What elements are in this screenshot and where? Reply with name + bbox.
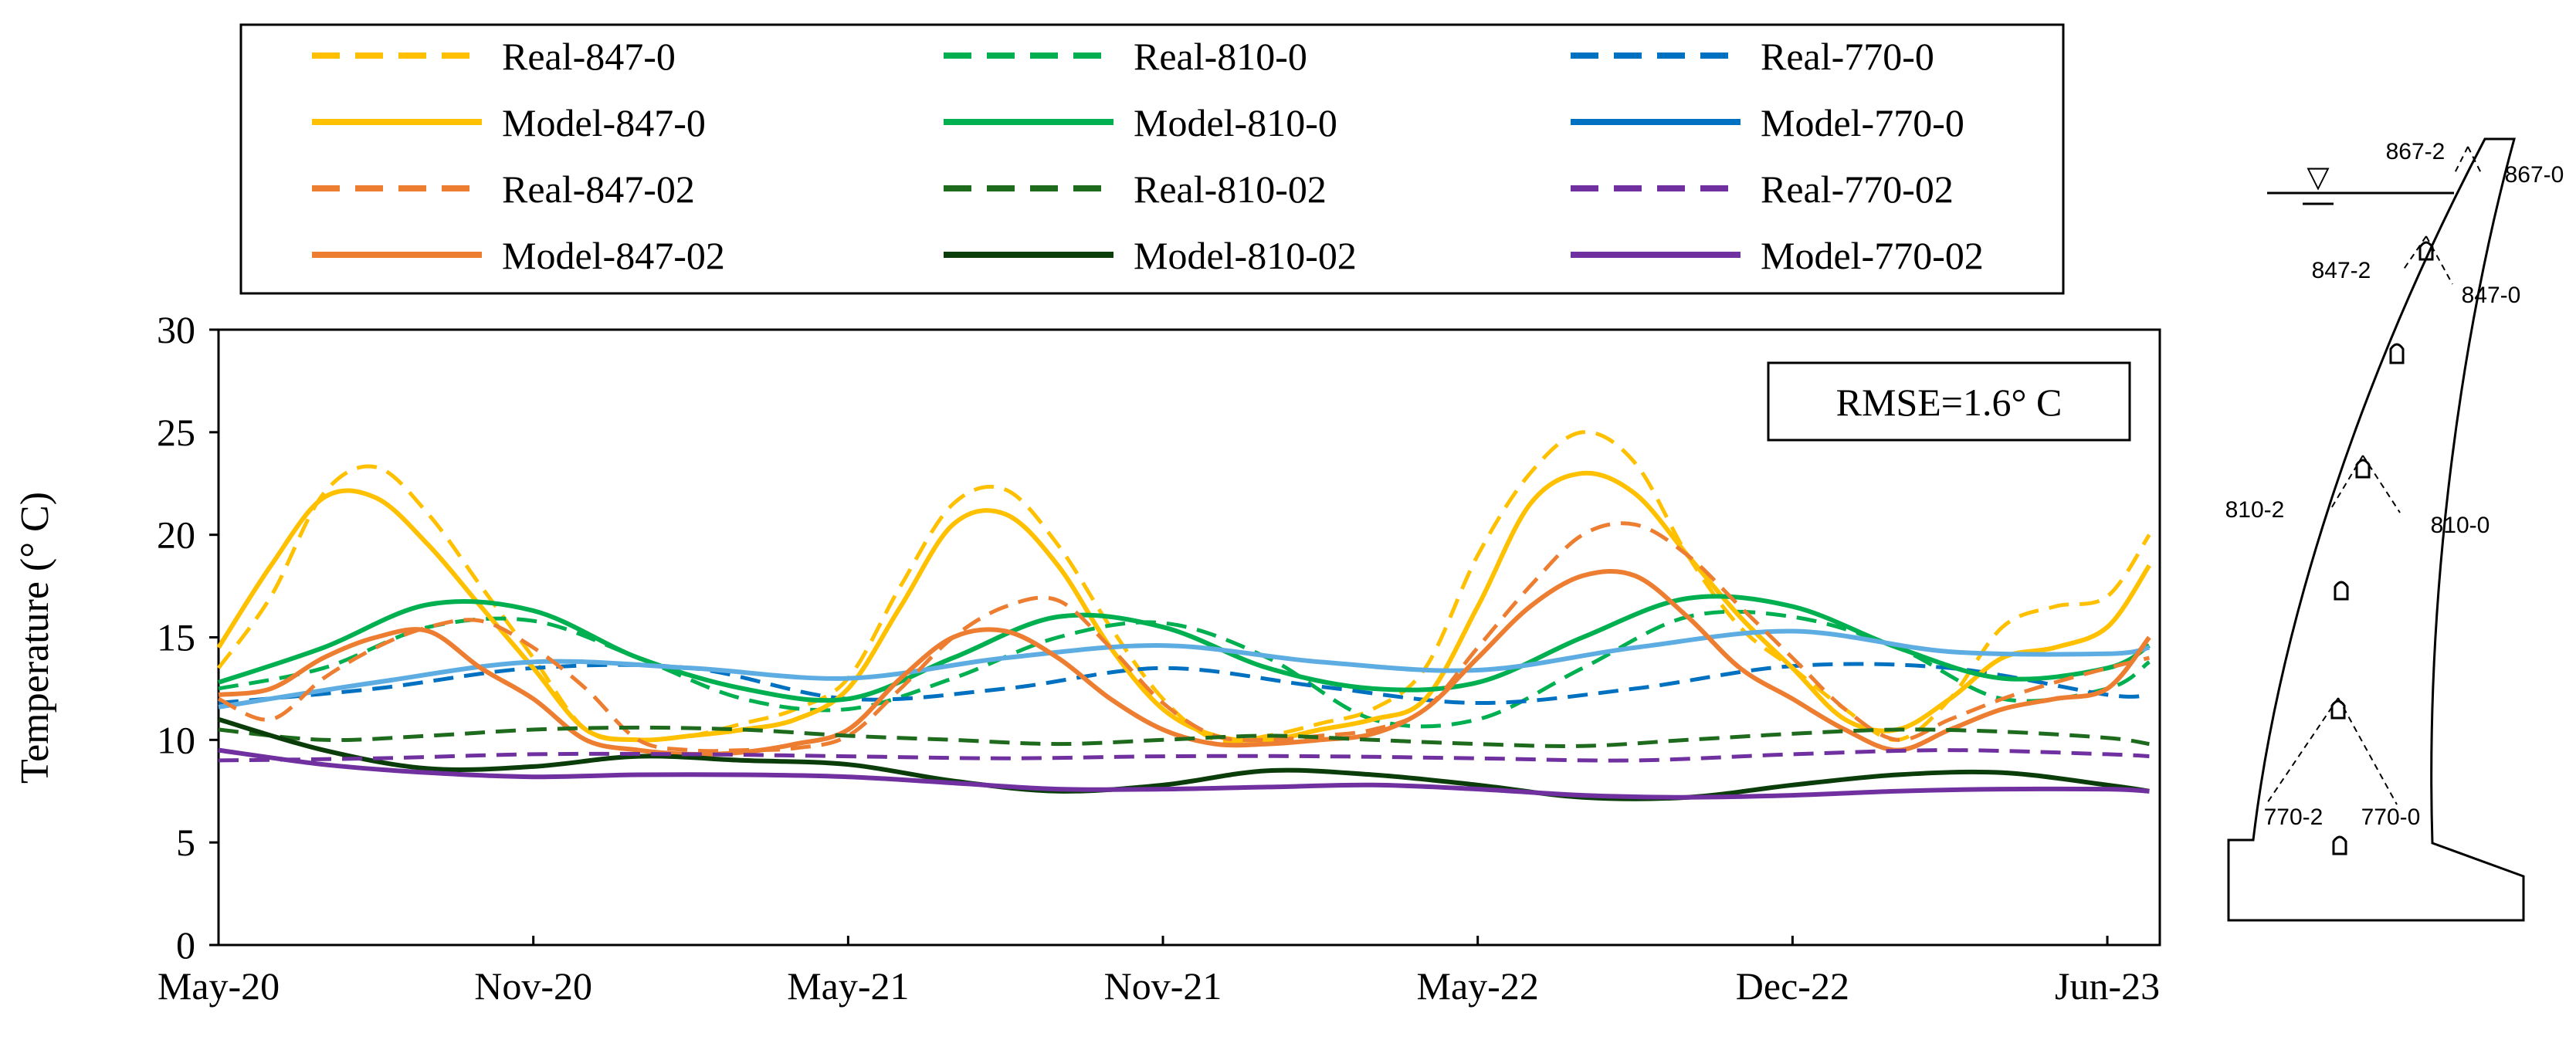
gallery-icon (2330, 699, 2346, 720)
gallery-icon (2389, 343, 2405, 364)
y-tick-label: 5 (176, 821, 195, 864)
y-tick-label: 25 (157, 411, 195, 454)
y-tick-label: 20 (157, 513, 195, 557)
rmse-box (1767, 361, 2131, 442)
y-tick-label: 30 (157, 308, 195, 351)
legend-label: Model-810-02 (1134, 234, 1357, 277)
y-tick-label: 15 (157, 616, 195, 659)
sensor-label: 770-2 (2264, 804, 2323, 830)
y-axis-label: Temperature (° C) (13, 492, 57, 784)
series-line-model-810-0 (218, 594, 2151, 703)
legend-box (239, 23, 2065, 295)
sensor-label: 847-0 (2462, 283, 2521, 308)
series-line-real-847-0 (216, 430, 2151, 744)
y-tick-label: 0 (176, 923, 195, 967)
legend-label: Real-770-0 (1761, 35, 1934, 78)
legend: Real-847-0 Real-810-0 Real-770-0 Model-847-… (312, 35, 1984, 277)
legend-label: Real-847-02 (502, 168, 695, 211)
y-tick-label: 10 (157, 718, 195, 761)
series-line-model-847-0 (216, 470, 2151, 743)
sensor-line (2330, 455, 2401, 513)
sensor-line (2453, 146, 2483, 175)
sensor-line (2402, 235, 2453, 285)
legend-label: Real-810-0 (1134, 35, 1307, 78)
series-line-real-810-02 (218, 725, 2150, 749)
x-tick-label: May-21 (787, 964, 909, 1008)
series-line-real-770-0 (218, 662, 2150, 706)
legend-label: Model-770-02 (1761, 234, 1984, 277)
axis-ticks: 0 5 10 15 20 25 30 May-20 Nov-20 May-21 Nov-21 May-… (157, 308, 2160, 1008)
legend-label: Real-810-02 (1134, 168, 1327, 211)
series-line-real-847-02 (217, 521, 2150, 754)
legend-label: Model-810-0 (1134, 101, 1337, 144)
x-tick-label: Jun-23 (2055, 964, 2160, 1008)
x-tick-label: May-22 (1417, 964, 1539, 1008)
sensor-label: 770-0 (2361, 804, 2421, 830)
sensor-label: 810-0 (2431, 513, 2490, 538)
gallery-icon (2334, 581, 2349, 601)
sensor-line (2266, 697, 2398, 805)
x-tick-label: May-20 (158, 964, 280, 1008)
legend-label: Real-847-0 (502, 35, 676, 78)
water-level-icon: ▽ (2307, 161, 2330, 194)
legend-label: Model-847-02 (502, 234, 725, 277)
series-line-model-770-0 (218, 628, 2151, 710)
series-lines (216, 430, 2151, 801)
legend-label: Model-770-0 (1761, 101, 1964, 144)
series-line-real-770-02 (218, 748, 2150, 763)
sensor-label: 810-2 (2225, 497, 2285, 523)
series-line-model-770-02 (218, 747, 2150, 800)
x-tick-label: Dec-22 (1736, 964, 1849, 1008)
dam-diagram: ▽ 867-2 867-0 847-2 847-0 810-2 810-0 77… (2225, 137, 2564, 922)
rmse-label: RMSE=1.6° C (1836, 381, 2062, 424)
sensor-label: 847-2 (2312, 258, 2371, 283)
sensor-label: 867-2 (2386, 139, 2446, 164)
sensor-label: 867-0 (2505, 162, 2564, 188)
dam-outline (2227, 137, 2525, 922)
series-line-model-810-02 (218, 716, 2150, 801)
x-tick-label: Nov-20 (474, 964, 592, 1008)
plot-area: 0 5 10 15 20 25 30 May-20 Nov-20 May-21 Nov-21 May-… (157, 308, 2161, 1008)
x-tick-label: Nov-21 (1104, 964, 1222, 1008)
legend-label: Real-770-02 (1761, 168, 1954, 211)
gallery-icon (2332, 835, 2347, 855)
legend-label: Model-847-0 (502, 101, 706, 144)
